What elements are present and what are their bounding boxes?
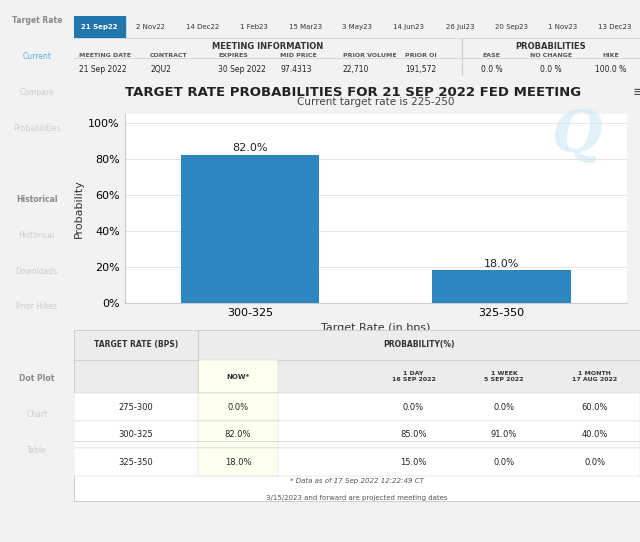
Text: Current: Current — [22, 52, 51, 61]
Text: 1 WEEK
5 SEP 2022: 1 WEEK 5 SEP 2022 — [484, 371, 524, 382]
Text: * Data as of 17 Sep 2022 12:22:49 CT: * Data as of 17 Sep 2022 12:22:49 CT — [290, 478, 424, 484]
Text: 2 Nov22: 2 Nov22 — [136, 24, 165, 30]
Text: 0.0 %: 0.0 % — [481, 66, 502, 74]
Text: PRIOR VOLUME: PRIOR VOLUME — [342, 53, 396, 57]
Text: 18.0%: 18.0% — [484, 259, 519, 268]
Y-axis label: Probability: Probability — [74, 179, 84, 237]
Text: 21 Sep 2022: 21 Sep 2022 — [79, 66, 127, 74]
Text: 325-350: 325-350 — [118, 457, 153, 467]
Text: 91.0%: 91.0% — [491, 430, 517, 439]
Text: 1 Nov23: 1 Nov23 — [548, 24, 577, 30]
Text: 100.0 %: 100.0 % — [595, 66, 626, 74]
Bar — [74, 448, 640, 476]
Bar — [74, 421, 640, 448]
Text: Dot Plot: Dot Plot — [19, 374, 54, 383]
X-axis label: Target Rate (in bps): Target Rate (in bps) — [321, 323, 431, 333]
Bar — [198, 393, 278, 421]
Text: NO CHANGE: NO CHANGE — [530, 53, 572, 57]
Text: 85.0%: 85.0% — [400, 430, 427, 439]
Text: 0.0%: 0.0% — [227, 403, 248, 412]
Text: 82.0%: 82.0% — [232, 143, 268, 153]
Text: Q: Q — [552, 108, 602, 165]
Text: TARGET RATE (BPS): TARGET RATE (BPS) — [94, 340, 178, 350]
Text: NOW*: NOW* — [226, 373, 250, 379]
Text: 22,710: 22,710 — [342, 66, 369, 74]
Text: 13 Dec23: 13 Dec23 — [598, 24, 631, 30]
Bar — [74, 16, 125, 38]
Text: 0.0%: 0.0% — [403, 403, 424, 412]
Text: 0.0 %: 0.0 % — [540, 66, 562, 74]
Text: PRIOR OI: PRIOR OI — [405, 53, 436, 57]
Text: 275-300: 275-300 — [118, 403, 153, 412]
Text: 60.0%: 60.0% — [581, 403, 608, 412]
Text: 1 MONTH
17 AUG 2022: 1 MONTH 17 AUG 2022 — [572, 371, 618, 382]
Text: MID PRICE: MID PRICE — [280, 53, 317, 57]
Text: 15 Mar23: 15 Mar23 — [289, 24, 322, 30]
Text: Table: Table — [27, 446, 47, 455]
Text: 0.0%: 0.0% — [584, 457, 605, 467]
Bar — [74, 330, 640, 501]
Bar — [181, 155, 319, 302]
Text: Compare: Compare — [19, 88, 54, 97]
Text: Historical: Historical — [19, 231, 55, 240]
Text: 82.0%: 82.0% — [225, 430, 251, 439]
Text: 0.0%: 0.0% — [493, 403, 515, 412]
Text: Target Rate: Target Rate — [12, 16, 62, 25]
Bar — [433, 270, 571, 302]
Text: 14 Jun23: 14 Jun23 — [393, 24, 424, 30]
Text: MEETING INFORMATION: MEETING INFORMATION — [212, 42, 323, 51]
Text: 0.0%: 0.0% — [493, 457, 515, 467]
Text: 3 May23: 3 May23 — [342, 24, 372, 30]
Bar — [74, 393, 640, 421]
Bar — [198, 360, 278, 393]
Text: 20 Sep23: 20 Sep23 — [495, 24, 528, 30]
Text: CONTRACT: CONTRACT — [150, 53, 188, 57]
Text: 26 Jul23: 26 Jul23 — [445, 24, 474, 30]
Text: 18.0%: 18.0% — [225, 457, 251, 467]
Bar — [198, 421, 278, 448]
Bar — [198, 448, 278, 476]
Text: MEETING DATE: MEETING DATE — [79, 53, 131, 57]
Text: 1 Feb23: 1 Feb23 — [240, 24, 268, 30]
Text: Chart: Chart — [26, 410, 47, 419]
Text: Prior Hikes: Prior Hikes — [16, 302, 58, 312]
Text: EXPIRES: EXPIRES — [218, 53, 248, 57]
Text: 97.4313: 97.4313 — [280, 66, 312, 74]
Text: 30 Sep 2022: 30 Sep 2022 — [218, 66, 266, 74]
Text: 3/15/2023 and forward are projected meeting dates: 3/15/2023 and forward are projected meet… — [266, 495, 447, 501]
Text: 1 DAY
16 SEP 2022: 1 DAY 16 SEP 2022 — [392, 371, 435, 382]
Text: Historical: Historical — [16, 195, 58, 204]
Text: 40.0%: 40.0% — [582, 430, 608, 439]
Text: PROBABILITY(%): PROBABILITY(%) — [383, 340, 455, 350]
Text: HIKE: HIKE — [602, 53, 619, 57]
Text: EASE: EASE — [483, 53, 500, 57]
Text: ≡: ≡ — [632, 85, 640, 99]
Text: TARGET RATE PROBABILITIES FOR 21 SEP 2022 FED MEETING: TARGET RATE PROBABILITIES FOR 21 SEP 202… — [125, 86, 580, 99]
Text: Current target rate is 225-250: Current target rate is 225-250 — [297, 97, 454, 107]
Text: 14 Dec22: 14 Dec22 — [186, 24, 219, 30]
Text: Probabilities: Probabilities — [13, 124, 61, 133]
Text: Downloads: Downloads — [16, 267, 58, 276]
Text: 191,572: 191,572 — [405, 66, 436, 74]
Text: 15.0%: 15.0% — [400, 457, 427, 467]
Bar — [74, 360, 640, 393]
Text: PROBABILITIES: PROBABILITIES — [515, 42, 586, 51]
Text: 21 Sep22: 21 Sep22 — [81, 24, 118, 30]
Text: 2QU2: 2QU2 — [150, 66, 171, 74]
Text: 300-325: 300-325 — [118, 430, 153, 439]
Bar — [74, 330, 640, 360]
